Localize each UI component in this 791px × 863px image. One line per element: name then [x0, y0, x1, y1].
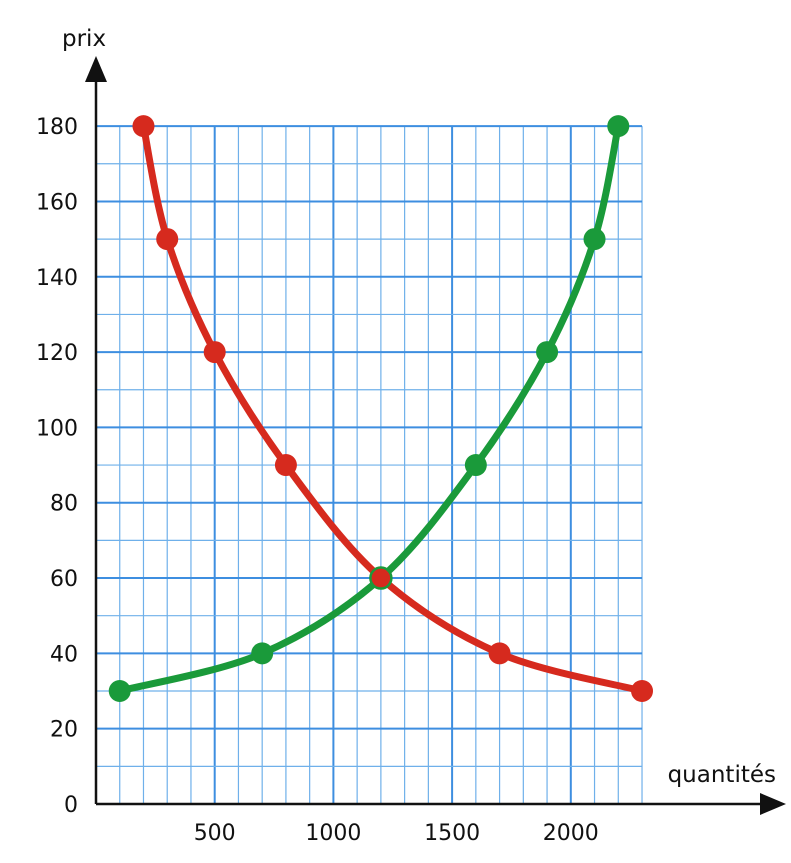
- y-tick-label: 160: [36, 190, 78, 215]
- x-tick-label: 500: [194, 821, 236, 846]
- data-point-series-2: [108, 680, 131, 703]
- series-points: [108, 115, 654, 703]
- y-tick-label: 60: [50, 567, 78, 592]
- data-point-series-2: [536, 341, 559, 364]
- data-point-series-1: [132, 115, 155, 138]
- series-line-2: [116, 122, 622, 695]
- y-tick-label: 40: [50, 642, 78, 667]
- x-tick-label: 1500: [424, 821, 480, 846]
- data-point-series-1: [488, 642, 511, 665]
- data-point-series-2: [251, 642, 274, 665]
- data-point-series-1: [203, 341, 226, 364]
- axes: [85, 56, 786, 815]
- y-tick-label: 20: [50, 718, 78, 743]
- series-layer: [108, 115, 654, 703]
- y-tick-label: 180: [36, 115, 78, 140]
- data-point-series-1: [631, 680, 654, 703]
- x-axis-arrow-icon: [760, 793, 786, 815]
- tick-labels: 0 20 40 60 80 100 120 140 160 180 500 1000 1500 2000: [36, 115, 599, 846]
- y-axis-title: prix: [62, 26, 106, 52]
- intersection-point: [369, 566, 393, 590]
- x-tick-label: 1000: [305, 821, 361, 846]
- y-tick-label: 120: [36, 341, 78, 366]
- data-point-series-2: [607, 115, 630, 138]
- series-line-1: [140, 122, 646, 695]
- grid: [96, 125, 643, 804]
- data-point-series-2: [464, 454, 487, 477]
- data-point-series-1: [156, 228, 179, 251]
- x-axis-title: quantités: [668, 762, 776, 788]
- y-tick-label: 80: [50, 492, 78, 517]
- data-point-series-2: [583, 228, 606, 251]
- y-tick-label: 140: [36, 266, 78, 291]
- y-tick-label: 100: [36, 416, 78, 441]
- y-axis-arrow-icon: [85, 56, 107, 82]
- x-tick-label: 2000: [543, 821, 599, 846]
- y-tick-label: 0: [64, 793, 78, 818]
- data-point-series-1: [274, 454, 297, 477]
